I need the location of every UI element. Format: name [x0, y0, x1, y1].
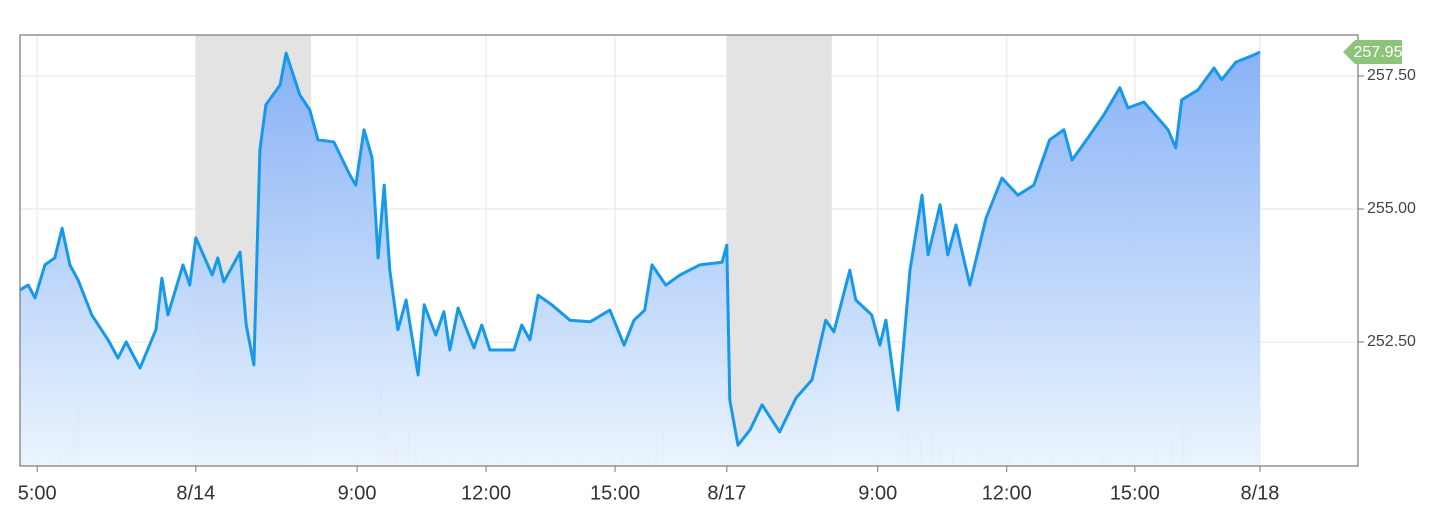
y-tick-label: 252.50 — [1367, 333, 1416, 350]
x-tick-label: 5:00 — [18, 482, 57, 504]
x-tick-label: 15:00 — [1110, 482, 1160, 504]
plot-frame — [19, 34, 1359, 467]
x-tick-label: 12:00 — [461, 482, 511, 504]
x-tick-label: 9:00 — [858, 482, 897, 504]
x-tick-label: 8/17 — [707, 482, 746, 504]
x-tick-label: 8/18 — [1241, 482, 1280, 504]
x-tick-label: 12:00 — [982, 482, 1032, 504]
x-tick-label: 8/14 — [176, 482, 215, 504]
last-price-badge — [1343, 40, 1402, 65]
price-area — [20, 52, 1260, 466]
x-tick-label: 9:00 — [338, 482, 377, 504]
y-tick-label: 255.00 — [1367, 200, 1416, 217]
x-tick-label: 15:00 — [590, 482, 640, 504]
price-line — [20, 50, 1261, 447]
plot-area — [20, 50, 1261, 466]
y-tick-label: 257.50 — [1367, 67, 1416, 84]
last-price-label: 257.95 — [1354, 44, 1403, 61]
